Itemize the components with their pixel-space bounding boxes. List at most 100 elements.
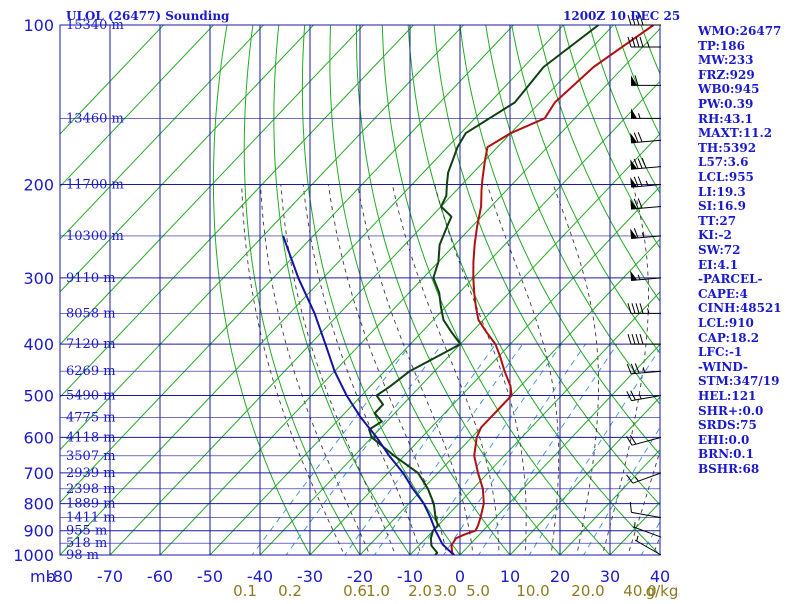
index-line: EHI:0.0	[698, 433, 749, 447]
barb-flag	[638, 132, 642, 142]
index-line: MAXT:11.2	[698, 126, 772, 140]
temperature-tick-label: -60	[147, 567, 173, 586]
barb-flag	[635, 363, 639, 373]
barb-half-flag	[637, 536, 638, 541]
dry-adiabat	[765, 13, 800, 566]
index-line: SW:72	[698, 243, 740, 257]
index-line: CAP:18.2	[698, 331, 759, 345]
height-label: 10300 m	[66, 229, 124, 244]
barb-pennant	[630, 271, 637, 281]
mixing-ratio-label: 3.0	[433, 582, 457, 600]
barb-flag	[638, 198, 642, 208]
index-line: LCL:955	[698, 170, 754, 184]
index-line: TP:186	[698, 39, 745, 53]
wind-barb	[630, 198, 661, 209]
index-line: SI:16.9	[698, 199, 746, 213]
index-line: BRN:0.1	[698, 447, 754, 461]
index-line: LCL:910	[698, 316, 754, 330]
index-line: KI:-2	[698, 228, 732, 242]
barb-half-flag	[635, 477, 638, 481]
barb-half-flag	[639, 113, 641, 118]
wind-barb	[630, 228, 661, 238]
index-line: WMO:26477	[698, 24, 781, 38]
index-line: WB0:945	[698, 82, 759, 96]
wind-barb	[627, 473, 661, 483]
mixing-ratio-label: 0.2	[278, 582, 302, 600]
dry-adiabat	[535, 13, 800, 566]
wind-barb	[630, 158, 661, 169]
index-line: LFC:-1	[698, 345, 742, 359]
index-line: SRDS:75	[698, 418, 757, 432]
pressure-tick-label: 300	[23, 269, 54, 288]
height-label: 3507 m	[66, 449, 116, 464]
temperature-tick-label: -50	[197, 567, 223, 586]
dry-adiabat	[408, 13, 672, 566]
dry-adiabat	[790, 13, 800, 566]
index-line: STM:347/19	[698, 374, 779, 388]
barb-flag	[640, 334, 643, 344]
pressure-unit-label: mb	[30, 567, 56, 586]
index-line: EI:4.1	[698, 258, 738, 272]
height-label: 5490 m	[66, 388, 116, 403]
height-label: 1889 m	[66, 497, 116, 512]
isotherm	[0, 13, 275, 566]
temperature-profile	[451, 25, 653, 557]
height-label: 2939 m	[66, 466, 116, 481]
dry-adiabat	[586, 13, 800, 566]
barb-pennant	[631, 108, 637, 118]
wind-barb	[630, 177, 661, 188]
height-label: 6269 m	[66, 364, 116, 379]
index-line: PW:0.39	[698, 97, 753, 111]
barb-flag	[638, 159, 642, 169]
mixing-ratio-label: 0.1	[233, 582, 257, 600]
mixing-ratio-label: 10.0	[516, 582, 549, 600]
barb-half-flag	[643, 368, 645, 373]
barb-flag	[630, 435, 635, 444]
height-label: 7120 m	[66, 337, 116, 352]
barb-half-flag	[638, 275, 640, 280]
mixing-ratio-line	[436, 344, 585, 566]
pressure-tick-label: 100	[23, 16, 54, 35]
index-line: BSHR:68	[698, 462, 759, 476]
index-line: HEL:121	[698, 389, 756, 403]
mixing-ratio-label: 1.0	[366, 582, 390, 600]
index-line: MW:233	[698, 53, 753, 67]
index-line: -PARCEL-	[698, 272, 763, 286]
moist-adiabat	[599, 185, 648, 567]
mixing-ratio-label: g/kg	[646, 582, 679, 600]
pressure-tick-label: 200	[23, 176, 54, 195]
height-label: 8058 m	[66, 306, 116, 321]
barb-flag	[627, 391, 632, 400]
pressure-tick-label: 700	[23, 464, 54, 483]
barb-flag	[642, 158, 646, 168]
barb-flag	[636, 37, 639, 47]
barb-flag	[628, 334, 631, 344]
barb-flag	[636, 303, 639, 313]
wind-barb	[631, 108, 661, 118]
index-line: LI:19.3	[698, 185, 746, 199]
mixing-ratio-label: 20.0	[571, 582, 604, 600]
valid-time: 1200Z 10 DEC 25	[563, 9, 680, 23]
pressure-tick-label: 800	[23, 495, 54, 514]
height-label: 4775 m	[66, 410, 116, 425]
index-line: CAPE:4	[698, 287, 748, 301]
wind-barb	[630, 502, 661, 518]
isotherm	[199, 13, 724, 566]
index-line: RH:43.1	[698, 112, 753, 126]
pressure-tick-label: 400	[23, 335, 54, 354]
wind-barb	[627, 435, 661, 445]
moist-adiabat	[487, 185, 558, 567]
pressure-tick-label: 900	[23, 522, 54, 541]
height-label: 9110 m	[66, 271, 116, 286]
isotherm	[549, 13, 800, 566]
barb-flag	[632, 334, 635, 344]
profiles	[283, 25, 653, 557]
moist-adiabat	[358, 185, 475, 567]
mixing-ratio-line	[577, 344, 712, 566]
mixing-ratio-lines	[244, 344, 763, 566]
mixing-ratio-line	[471, 344, 617, 566]
parcel-profile	[283, 236, 456, 557]
